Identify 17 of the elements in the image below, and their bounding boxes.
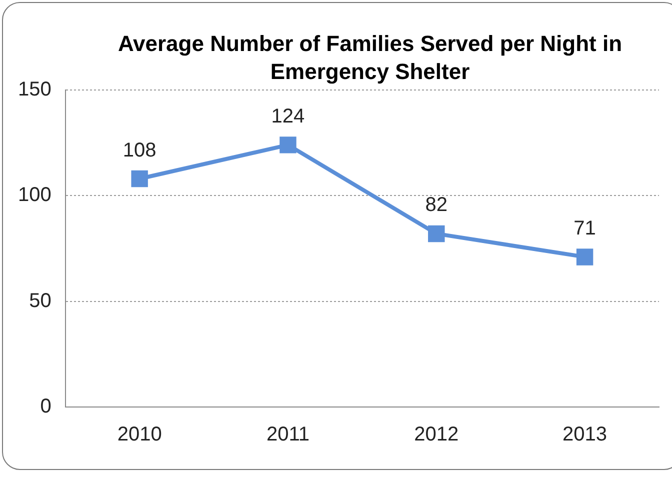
x-tick-label: 2011 — [266, 424, 310, 446]
y-tick-label: 0 — [40, 396, 52, 418]
chart-title: Average Number of Families Served per Night in Emergency Shelter — [116, 30, 624, 86]
x-tick-label: 2013 — [562, 424, 608, 446]
data-label: 82 — [425, 194, 448, 216]
y-tick-label: 50 — [29, 290, 52, 312]
point — [131, 170, 148, 188]
data-label: 71 — [574, 217, 596, 240]
data-label: 108 — [122, 139, 156, 162]
point — [280, 136, 296, 154]
point — [428, 225, 445, 242]
data-label: 124 — [271, 105, 305, 128]
point — [576, 248, 594, 266]
x-tick-label: 2010 — [117, 424, 162, 446]
y-tick-label: 150 — [18, 78, 52, 101]
y-tick-label: 100 — [18, 184, 52, 206]
x-tick-label: 2012 — [414, 424, 459, 446]
